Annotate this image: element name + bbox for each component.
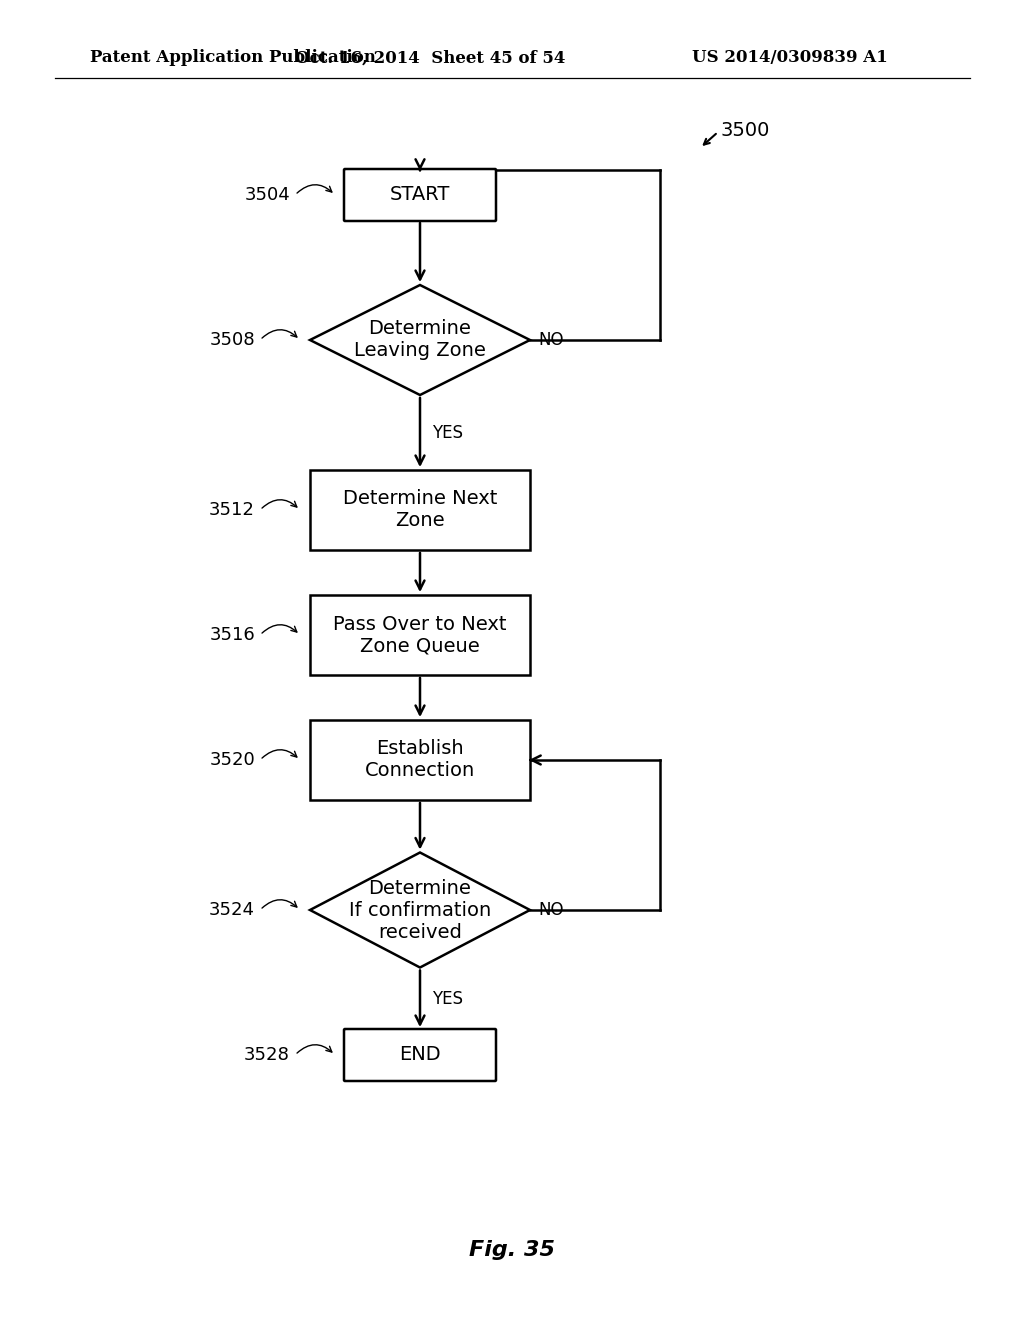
Text: Oct. 16, 2014  Sheet 45 of 54: Oct. 16, 2014 Sheet 45 of 54 — [295, 49, 565, 66]
Text: NO: NO — [538, 331, 563, 348]
Text: END: END — [399, 1045, 440, 1064]
Text: Determine Next
Zone: Determine Next Zone — [343, 490, 498, 531]
Text: START: START — [390, 186, 451, 205]
Text: Patent Application Publication: Patent Application Publication — [90, 49, 376, 66]
Text: Determine
Leaving Zone: Determine Leaving Zone — [354, 319, 486, 360]
Text: 3512: 3512 — [209, 502, 255, 519]
Text: Determine
If confirmation
received: Determine If confirmation received — [349, 879, 492, 941]
Text: 3500: 3500 — [720, 120, 769, 140]
FancyBboxPatch shape — [344, 1030, 496, 1081]
Text: 3528: 3528 — [244, 1045, 290, 1064]
Text: NO: NO — [538, 902, 563, 919]
Bar — [310, 719, 530, 800]
Text: US 2014/0309839 A1: US 2014/0309839 A1 — [692, 49, 888, 66]
Text: 3504: 3504 — [245, 186, 290, 205]
Text: 3516: 3516 — [209, 626, 255, 644]
Bar — [310, 470, 530, 550]
Text: 3508: 3508 — [209, 331, 255, 348]
Text: Establish
Connection: Establish Connection — [365, 739, 475, 780]
Text: 3520: 3520 — [209, 751, 255, 770]
Text: 3524: 3524 — [209, 902, 255, 919]
Text: YES: YES — [432, 990, 463, 1007]
Text: Pass Over to Next
Zone Queue: Pass Over to Next Zone Queue — [333, 615, 507, 656]
FancyBboxPatch shape — [344, 169, 496, 220]
Polygon shape — [310, 853, 530, 968]
Bar — [310, 595, 530, 675]
Text: Fig. 35: Fig. 35 — [469, 1239, 555, 1261]
Polygon shape — [310, 285, 530, 395]
Text: YES: YES — [432, 424, 463, 441]
